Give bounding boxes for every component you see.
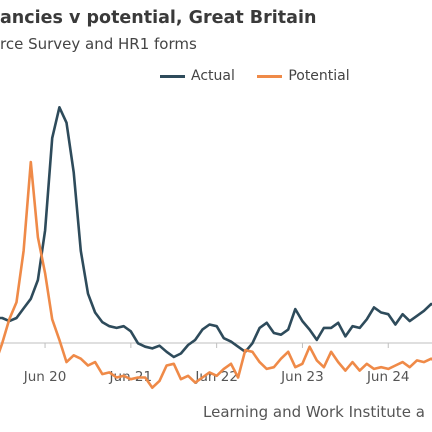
legend-item-actual: Actual <box>160 68 235 84</box>
x-tick-label: Jun 22 <box>194 369 238 385</box>
x-tick-label: Jun 21 <box>109 369 153 385</box>
series-line-actual <box>0 106 432 359</box>
x-tick-label: Jun 24 <box>366 369 410 385</box>
legend-label-potential: Potential <box>288 68 350 84</box>
legend-swatch-actual <box>160 74 185 78</box>
x-tick-label: Jun 20 <box>23 369 67 385</box>
legend-item-potential: Potential <box>257 68 350 84</box>
legend: Actual Potential <box>160 68 368 84</box>
x-tick-label: Jun 23 <box>280 369 324 385</box>
chart-title: ancies v potential, Great Britain <box>0 8 317 28</box>
chart-subtitle: rce Survey and HR1 forms <box>0 35 197 53</box>
series-line-potential <box>0 160 432 390</box>
legend-label-actual: Actual <box>191 68 235 84</box>
source-note: Learning and Work Institute a <box>203 403 425 421</box>
legend-swatch-potential <box>257 74 283 78</box>
